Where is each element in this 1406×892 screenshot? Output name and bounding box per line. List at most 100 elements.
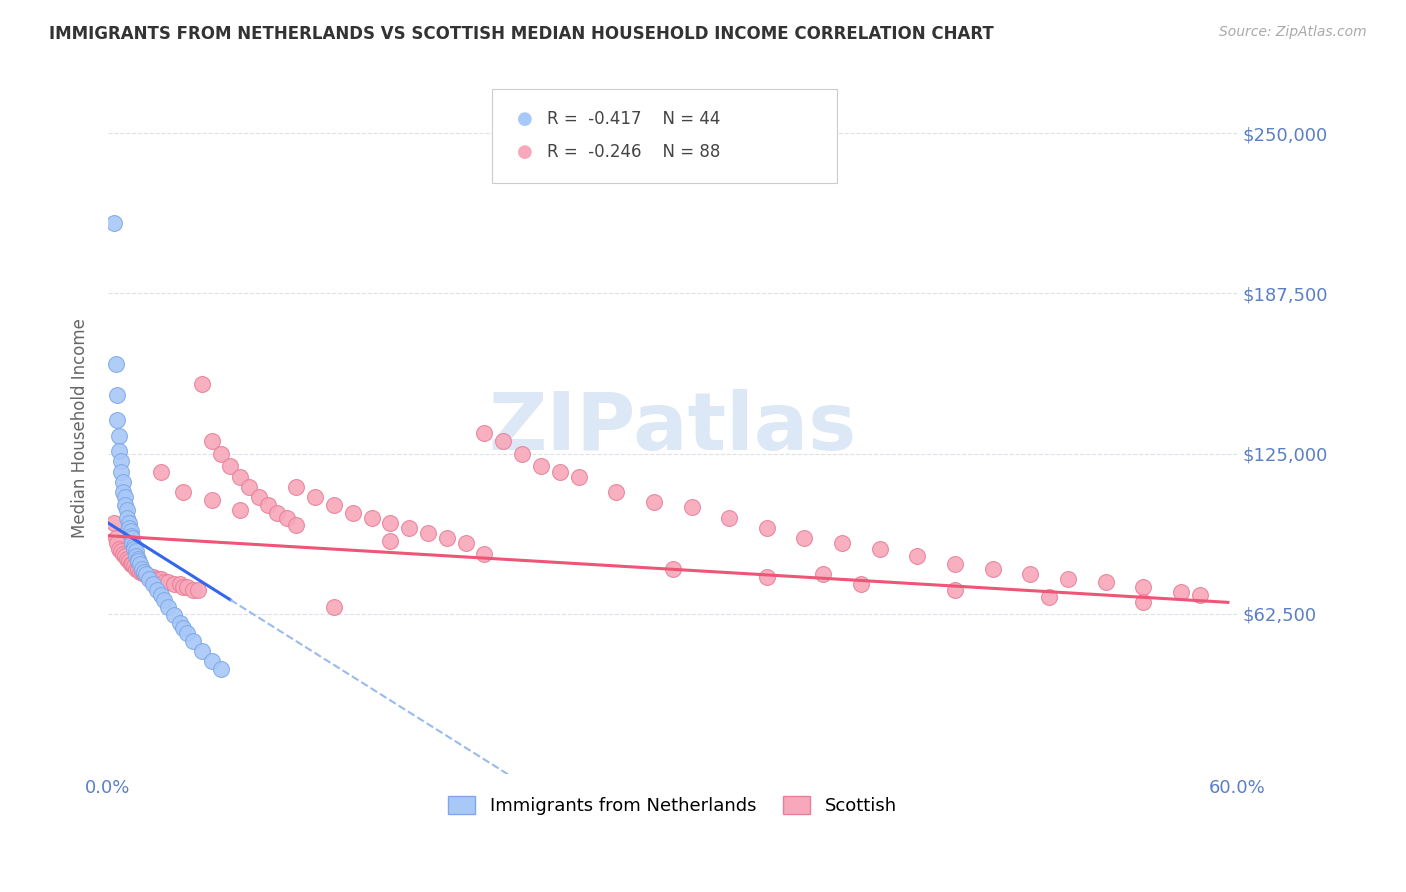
Point [146, 582, 169, 597]
Point [120, 557, 142, 571]
Point [176, 626, 198, 640]
Point [149, 588, 172, 602]
Text: IMMIGRANTS FROM NETHERLANDS VS SCOTTISH MEDIAN HOUSEHOLD INCOME CORRELATION CHAR: IMMIGRANTS FROM NETHERLANDS VS SCOTTISH … [49, 25, 994, 43]
Point [869, 541, 891, 556]
Point [943, 582, 966, 597]
Point [793, 531, 815, 545]
Point [131, 562, 153, 576]
Point [114, 549, 136, 564]
Point [247, 490, 270, 504]
Point [115, 503, 138, 517]
Text: R =  -0.417    N = 44: R = -0.417 N = 44 [547, 110, 720, 128]
Point [718, 510, 741, 524]
Text: ●: ● [516, 110, 533, 128]
Point [118, 554, 141, 568]
Point [112, 485, 135, 500]
Point [169, 615, 191, 630]
Point [121, 536, 143, 550]
Point [229, 503, 252, 517]
Legend: Immigrants from Netherlands, Scottish: Immigrants from Netherlands, Scottish [439, 787, 905, 824]
Point [1038, 591, 1060, 605]
Point [285, 480, 308, 494]
Text: R =  -0.246    N = 88: R = -0.246 N = 88 [547, 143, 720, 161]
Point [104, 531, 127, 545]
Point [176, 580, 198, 594]
Point [146, 572, 169, 586]
Point [200, 654, 222, 668]
Point [474, 547, 496, 561]
Point [108, 541, 131, 556]
Point [110, 454, 132, 468]
Point [157, 574, 180, 589]
Point [103, 216, 125, 230]
Point [115, 551, 138, 566]
Point [127, 551, 149, 566]
Point [548, 465, 571, 479]
Point [107, 387, 129, 401]
Point [755, 570, 778, 584]
Point [108, 444, 131, 458]
Point [132, 567, 155, 582]
Point [304, 490, 326, 504]
Point [120, 524, 142, 538]
Point [266, 506, 288, 520]
Point [943, 557, 966, 571]
Point [132, 565, 155, 579]
Point [125, 562, 148, 576]
Point [681, 500, 703, 515]
Point [342, 506, 364, 520]
Point [181, 582, 204, 597]
Point [1132, 595, 1154, 609]
Point [120, 529, 142, 543]
Point [1019, 567, 1042, 582]
Point [360, 510, 382, 524]
Point [110, 544, 132, 558]
Point [322, 498, 344, 512]
Point [114, 498, 136, 512]
Point [110, 465, 132, 479]
Point [1132, 580, 1154, 594]
Point [104, 357, 127, 371]
Point [127, 554, 149, 568]
Point [492, 434, 515, 448]
Point [322, 600, 344, 615]
Point [118, 521, 141, 535]
Point [276, 510, 298, 524]
Point [149, 572, 172, 586]
Point [135, 567, 157, 582]
Point [1094, 574, 1116, 589]
Point [127, 562, 149, 576]
Point [191, 377, 214, 392]
Point [138, 572, 160, 586]
Point [1170, 585, 1192, 599]
Point [1188, 588, 1211, 602]
Point [163, 608, 186, 623]
Point [257, 498, 280, 512]
Point [661, 562, 683, 576]
Point [191, 644, 214, 658]
Point [115, 510, 138, 524]
Point [131, 565, 153, 579]
Point [813, 567, 835, 582]
Point [285, 518, 308, 533]
Point [187, 582, 209, 597]
Point [530, 459, 553, 474]
Point [510, 447, 533, 461]
Point [380, 533, 402, 548]
Point [200, 492, 222, 507]
Point [643, 495, 665, 509]
Point [605, 485, 627, 500]
Point [169, 577, 191, 591]
Point [219, 459, 242, 474]
Point [157, 600, 180, 615]
Point [124, 541, 146, 556]
Point [416, 526, 439, 541]
Point [124, 539, 146, 553]
Point [831, 536, 853, 550]
Point [107, 413, 129, 427]
Point [981, 562, 1004, 576]
Point [108, 428, 131, 442]
Point [125, 549, 148, 564]
Point [153, 574, 176, 589]
Point [567, 469, 589, 483]
